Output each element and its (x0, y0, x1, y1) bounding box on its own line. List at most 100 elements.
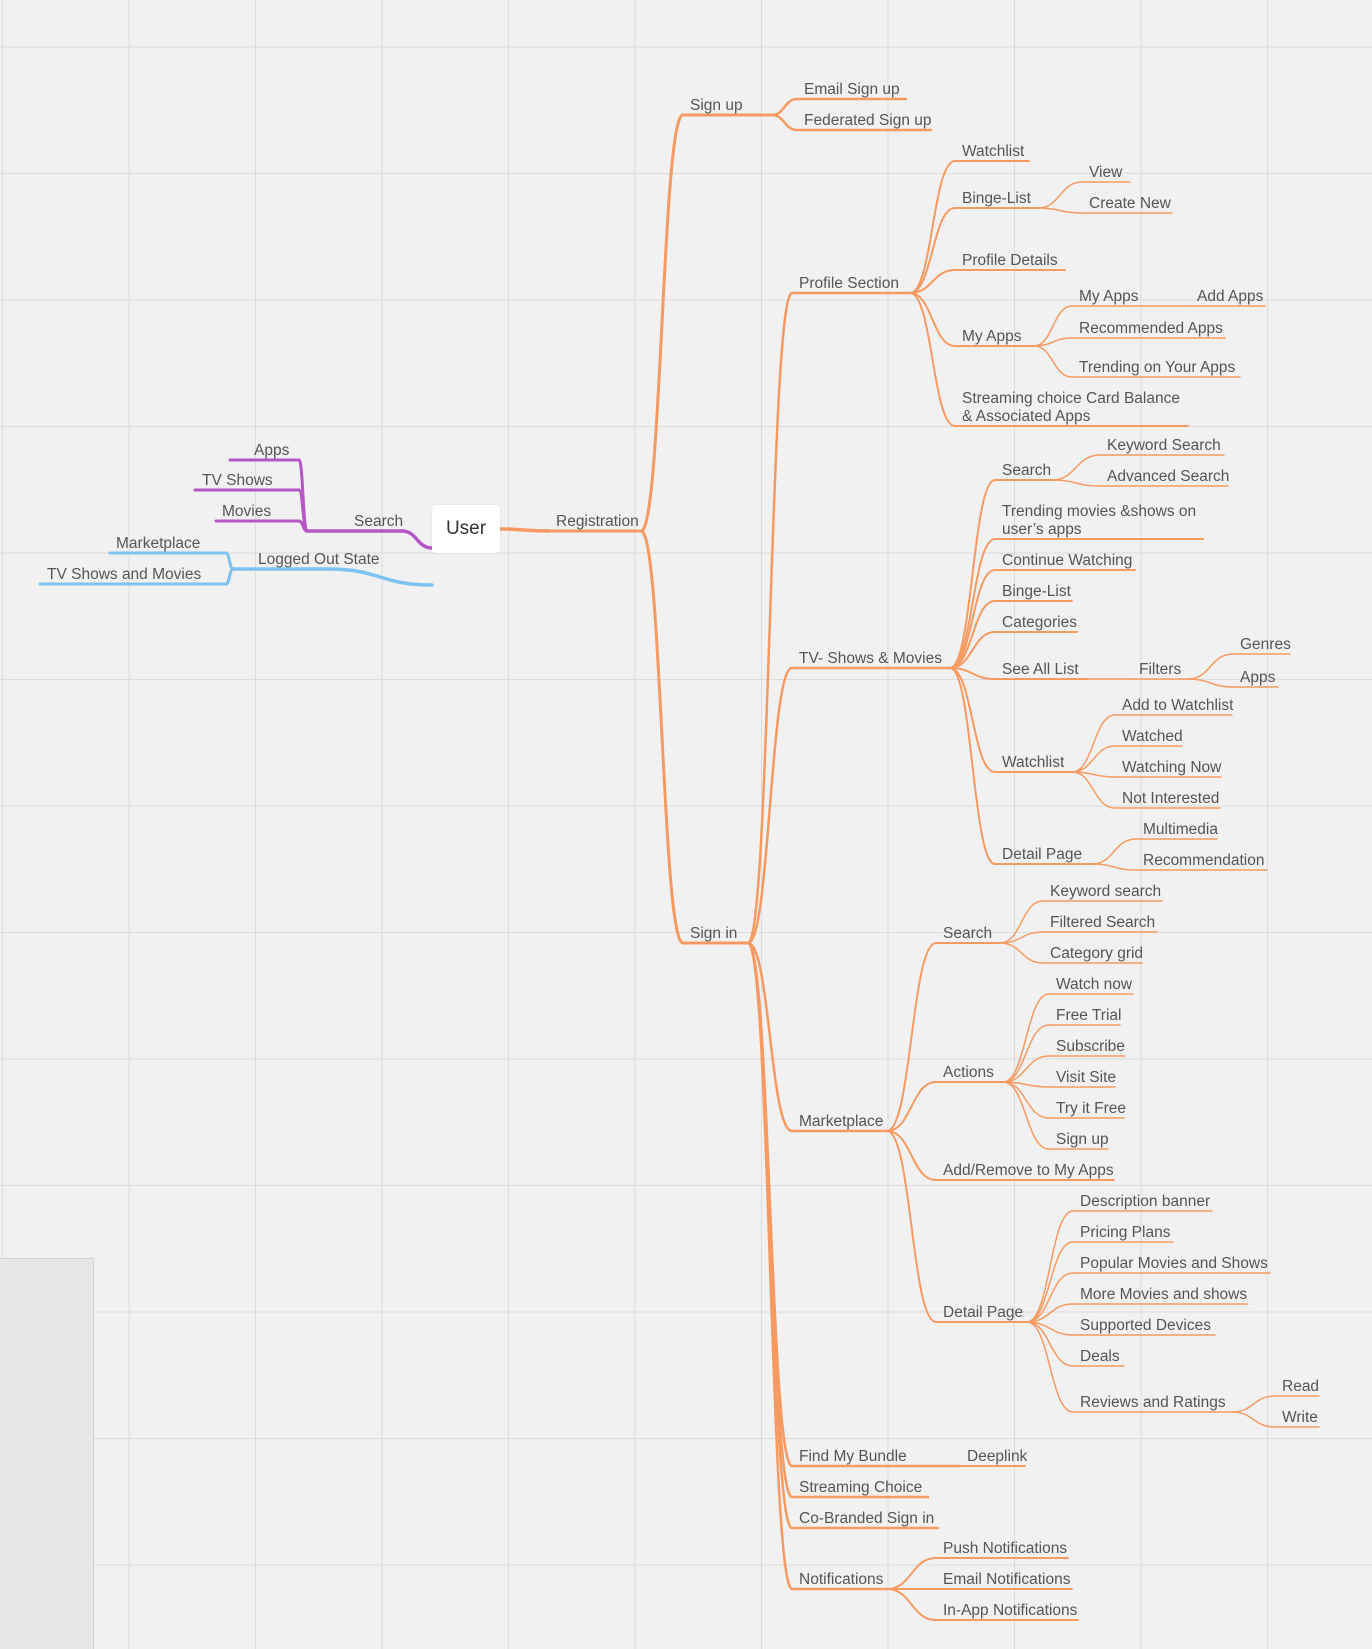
node-watched[interactable]: Watched (1122, 728, 1183, 745)
node-streaming-choice-card-balance-associated-apps[interactable]: Streaming choice Card Balance & Associate… (962, 390, 1180, 425)
connector-view (1037, 181, 1083, 209)
connector-federated-sign-up (770, 113, 799, 132)
node-visit-site[interactable]: Visit Site (1056, 1069, 1116, 1086)
node-try-it-free[interactable]: Try it Free (1056, 1100, 1126, 1117)
connector-search (400, 529, 434, 550)
node-description-banner[interactable]: Description banner (1080, 1193, 1210, 1210)
node-in-app-notifications[interactable]: In-App Notifications (943, 1602, 1078, 1619)
node-profile-section[interactable]: Profile Section (799, 275, 899, 292)
node-keyword-search[interactable]: Keyword Search (1107, 437, 1221, 454)
node-sign-up[interactable]: Sign up (1056, 1131, 1109, 1148)
node-notifications[interactable]: Notifications (799, 1571, 884, 1588)
node-trending-on-your-apps[interactable]: Trending on Your Apps (1079, 359, 1236, 376)
node-movies[interactable]: Movies (222, 503, 271, 520)
connector-apps (1187, 678, 1234, 688)
connector-search (886, 942, 937, 1132)
node-search[interactable]: Search (1002, 462, 1051, 479)
node-recommended-apps[interactable]: Recommended Apps (1079, 320, 1223, 337)
node-tv-shows-and-movies[interactable]: TV Shows and Movies (47, 566, 201, 583)
node-email-notifications[interactable]: Email Notifications (943, 1571, 1071, 1588)
root-node-user[interactable]: User (432, 505, 500, 553)
node-recommendation[interactable]: Recommendation (1143, 852, 1264, 869)
connector-read (1231, 1395, 1276, 1413)
node-trending-movies-shows-on-user-s-apps[interactable]: Trending movies &shows on user’s apps (1002, 503, 1196, 538)
node-deals[interactable]: Deals (1080, 1348, 1120, 1365)
node-create-new[interactable]: Create New (1089, 195, 1172, 212)
node-advanced-search[interactable]: Advanced Search (1107, 468, 1229, 485)
node-multimedia[interactable]: Multimedia (1143, 821, 1218, 838)
node-profile-details[interactable]: Profile Details (962, 252, 1058, 269)
node-category-grid[interactable]: Category grid (1050, 945, 1143, 962)
node-add-remove-to-my-apps[interactable]: Add/Remove to My Apps (943, 1162, 1114, 1179)
node-sign-in[interactable]: Sign in (690, 925, 737, 942)
connector-continue-watching (949, 569, 996, 669)
node-detail-page[interactable]: Detail Page (943, 1304, 1023, 1321)
node-filters[interactable]: Filters (1139, 661, 1181, 678)
connector-categories (949, 631, 996, 669)
node-write[interactable]: Write (1282, 1409, 1318, 1426)
node-genres[interactable]: Genres (1240, 636, 1291, 653)
connector-add-remove-to-my-apps (886, 1130, 937, 1181)
node-not-interested[interactable]: Not Interested (1122, 790, 1219, 807)
node-add-apps[interactable]: Add Apps (1197, 288, 1264, 305)
node-email-sign-up[interactable]: Email Sign up (804, 81, 900, 98)
connector-watchlist (909, 160, 956, 294)
connector-popular-movies-and-shows (1026, 1272, 1074, 1323)
node-search[interactable]: Search (943, 925, 992, 942)
node-continue-watching[interactable]: Continue Watching (1002, 552, 1132, 569)
node-read[interactable]: Read (1282, 1378, 1319, 1395)
connector-keyword-search (999, 900, 1044, 944)
node-find-my-bundle[interactable]: Find My Bundle (799, 1448, 907, 1465)
node-my-apps[interactable]: My Apps (1079, 288, 1139, 305)
connector-watch-now (1002, 993, 1050, 1083)
connector-add-to-watchlist (1071, 714, 1116, 773)
node-search[interactable]: Search (354, 513, 403, 530)
node-free-trial[interactable]: Free Trial (1056, 1007, 1121, 1024)
node-tv-shows-movies[interactable]: TV- Shows & Movies (799, 650, 942, 667)
connector-deals (1026, 1321, 1074, 1367)
node-watching-now[interactable]: Watching Now (1122, 759, 1222, 776)
node-binge-list[interactable]: Binge-List (1002, 583, 1072, 600)
node-pricing-plans[interactable]: Pricing Plans (1080, 1224, 1171, 1241)
connector-reviews-and-ratings (1026, 1321, 1074, 1413)
node-logged-out-state[interactable]: Logged Out State (258, 551, 380, 568)
node-marketplace[interactable]: Marketplace (116, 535, 200, 552)
node-streaming-choice[interactable]: Streaming Choice (799, 1479, 922, 1496)
node-watchlist[interactable]: Watchlist (962, 143, 1025, 160)
node-view[interactable]: View (1089, 164, 1123, 181)
node-popular-movies-and-shows[interactable]: Popular Movies and Shows (1080, 1255, 1268, 1272)
connector-pricing-plans (1026, 1241, 1074, 1323)
node-supported-devices[interactable]: Supported Devices (1080, 1317, 1211, 1334)
node-my-apps[interactable]: My Apps (962, 328, 1022, 345)
node-more-movies-and-shows[interactable]: More Movies and shows (1080, 1286, 1247, 1303)
node-see-all-list[interactable]: See All List (1002, 661, 1079, 678)
node-watchlist[interactable]: Watchlist (1002, 754, 1065, 771)
node-filtered-search[interactable]: Filtered Search (1050, 914, 1155, 931)
connector-advanced-search (1051, 479, 1101, 487)
node-push-notifications[interactable]: Push Notifications (943, 1540, 1067, 1557)
node-registration[interactable]: Registration (556, 513, 639, 530)
node-actions[interactable]: Actions (943, 1064, 994, 1081)
node-tv-shows[interactable]: TV Shows (202, 472, 273, 489)
node-keyword-search[interactable]: Keyword search (1050, 883, 1161, 900)
node-federated-sign-up[interactable]: Federated Sign up (804, 112, 932, 129)
node-watch-now[interactable]: Watch now (1056, 976, 1133, 993)
node-co-branded-sign-in[interactable]: Co-Branded Sign in (799, 1510, 934, 1527)
node-binge-list[interactable]: Binge-List (962, 190, 1032, 207)
node-subscribe[interactable]: Subscribe (1056, 1038, 1125, 1055)
connector-streaming-choice-card-balance-associated-apps (909, 292, 956, 427)
node-detail-page[interactable]: Detail Page (1002, 846, 1082, 863)
connector-watchlist (949, 667, 996, 773)
node-apps[interactable]: Apps (254, 442, 290, 459)
node-categories[interactable]: Categories (1002, 614, 1077, 631)
node-sign-up[interactable]: Sign up (690, 97, 743, 114)
node-deeplink[interactable]: Deeplink (967, 1448, 1028, 1465)
node-apps[interactable]: Apps (1240, 669, 1276, 686)
node-reviews-and-ratings[interactable]: Reviews and Ratings (1080, 1394, 1226, 1411)
node-marketplace[interactable]: Marketplace (799, 1113, 883, 1130)
connector-logged-out-state (326, 567, 434, 587)
node-add-to-watchlist[interactable]: Add to Watchlist (1122, 697, 1234, 714)
connector-sign-up (639, 113, 685, 533)
root-node-label: User (445, 518, 487, 539)
